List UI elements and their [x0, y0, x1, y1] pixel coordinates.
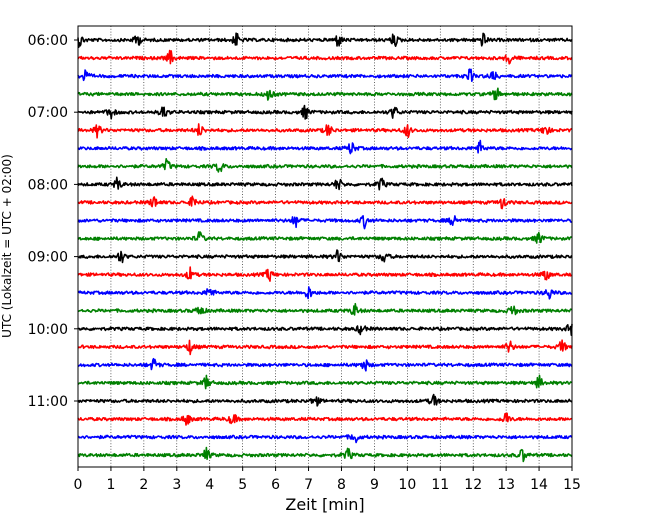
- seismic-trace: [77, 323, 573, 336]
- seismic-trace: [77, 302, 573, 316]
- trace-lines: [77, 32, 573, 463]
- seismic-trace: [77, 195, 573, 210]
- y-tick-label: 11:00: [28, 394, 68, 410]
- x-tick-label: 8: [337, 477, 346, 493]
- x-tick-label: 10: [398, 477, 416, 493]
- x-tick-label: 3: [172, 477, 181, 493]
- y-tick-label: 07:00: [28, 105, 68, 121]
- seismic-trace: [77, 393, 573, 407]
- seismic-trace: [77, 357, 573, 372]
- x-tick-label: 2: [139, 477, 148, 493]
- y-axis-ticks: 06:00 07:00 08:00 09:00 10:00 11:00: [28, 33, 78, 410]
- seismic-trace: [77, 215, 573, 230]
- x-tick-label: 14: [530, 477, 548, 493]
- x-tick-label: 4: [205, 477, 214, 493]
- seismic-trace: [77, 68, 573, 82]
- x-tick-label: 6: [271, 477, 280, 493]
- seismic-trace: [77, 139, 573, 155]
- seismic-trace: [77, 286, 573, 300]
- x-tick-label: 13: [497, 477, 515, 493]
- x-tick-label: 12: [464, 477, 482, 493]
- seismic-trace: [77, 249, 573, 264]
- seismic-trace: [77, 374, 573, 390]
- seismic-trace: [77, 123, 573, 139]
- seismic-trace: [77, 158, 573, 173]
- x-axis-ticks: 0 1 2 3 4 5 6 7 8 9 10 11 12 13 14 15: [74, 467, 581, 493]
- x-tick-label: 15: [563, 477, 581, 493]
- x-tick-label: 9: [370, 477, 379, 493]
- seismic-trace: [77, 32, 573, 48]
- seismic-trace: [77, 434, 573, 444]
- x-tick-label: 5: [238, 477, 247, 493]
- x-axis-title: Zeit [min]: [285, 495, 364, 514]
- plot-frame: [77, 25, 573, 468]
- y-tick-label: 06:00: [28, 33, 68, 49]
- y-axis-title: UTC (Lokalzeit = UTC + 02:00): [0, 154, 14, 338]
- seismic-trace: [77, 412, 573, 426]
- x-tick-label: 11: [431, 477, 449, 493]
- seismic-trace: [77, 266, 573, 282]
- y-tick-label: 10:00: [28, 322, 68, 338]
- x-tick-label: 7: [304, 477, 313, 493]
- seismic-trace: [77, 231, 573, 244]
- seismic-trace: [77, 49, 573, 65]
- seismic-trace: [77, 446, 573, 463]
- seismic-trace: [77, 176, 573, 191]
- grid-lines: [110, 26, 540, 467]
- seismic-trace: [77, 87, 573, 101]
- x-tick-label: 1: [106, 477, 115, 493]
- y-tick-label: 09:00: [28, 250, 68, 266]
- x-tick-label: 0: [74, 477, 83, 493]
- seismic-trace: [77, 104, 573, 120]
- y-tick-label: 08:00: [28, 177, 68, 193]
- seismic-trace: [77, 339, 573, 356]
